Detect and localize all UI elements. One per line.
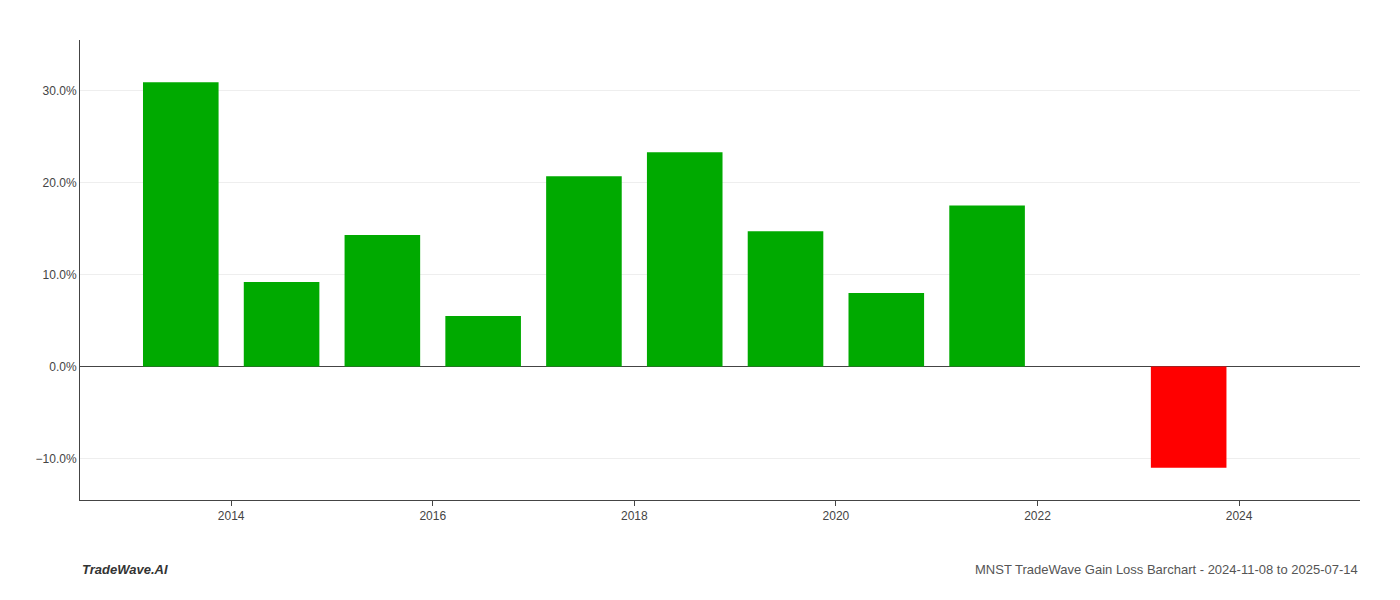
svg-text:2016: 2016	[419, 509, 446, 523]
svg-text:−10.0%: −10.0%	[36, 452, 77, 466]
svg-text:TradeWave.AI: TradeWave.AI	[82, 562, 168, 577]
svg-text:2014: 2014	[218, 509, 245, 523]
svg-text:2022: 2022	[1024, 509, 1051, 523]
svg-text:2020: 2020	[823, 509, 850, 523]
svg-text:MNST TradeWave Gain Loss Barch: MNST TradeWave Gain Loss Barchart - 2024…	[975, 562, 1358, 577]
svg-text:10.0%: 10.0%	[43, 268, 77, 282]
svg-text:2018: 2018	[621, 509, 648, 523]
svg-text:2024: 2024	[1226, 509, 1253, 523]
svg-text:0.0%: 0.0%	[49, 360, 77, 374]
svg-text:30.0%: 30.0%	[43, 84, 77, 98]
svg-text:20.0%: 20.0%	[43, 176, 77, 190]
